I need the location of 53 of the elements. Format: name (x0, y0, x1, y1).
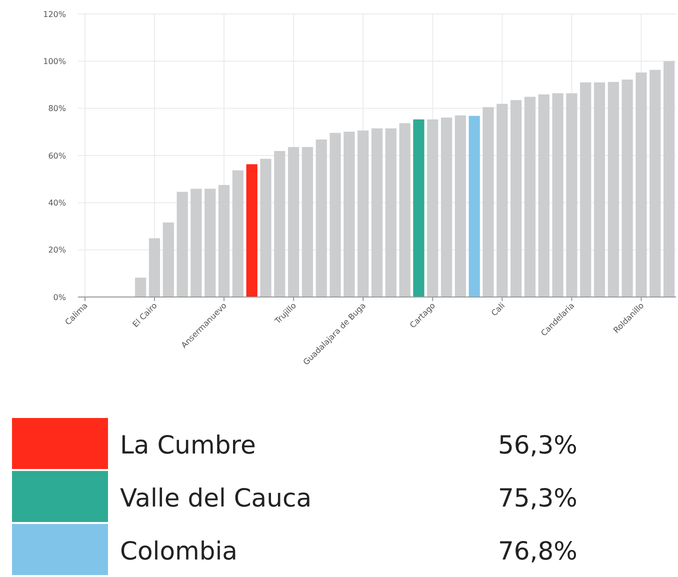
bar (552, 93, 564, 297)
bar (496, 104, 508, 297)
bar (454, 115, 466, 297)
bar (371, 128, 383, 297)
y-tick-label: 80% (48, 104, 66, 114)
y-tick-label: 0% (53, 292, 66, 302)
legend-label: Valle del Cauca (120, 483, 312, 512)
bar (663, 61, 675, 297)
y-tick-label: 120% (43, 10, 66, 19)
y-tick-label: 40% (48, 198, 66, 208)
bar (148, 238, 160, 297)
bar (218, 184, 230, 297)
bar (288, 147, 300, 297)
bar (302, 147, 314, 297)
y-tick-label: 60% (48, 151, 66, 160)
y-tick-label: 100% (43, 56, 66, 66)
bar (440, 118, 452, 297)
bar (566, 93, 578, 297)
bar (427, 119, 438, 297)
bar (330, 132, 341, 297)
bar (580, 82, 592, 297)
bar (399, 123, 410, 297)
y-tick-label: 20% (48, 246, 66, 255)
bar (608, 82, 619, 297)
bar (316, 139, 327, 297)
text: 75,3% (498, 483, 578, 512)
text: 56,3% (498, 430, 578, 460)
bar (162, 222, 174, 297)
legend-label: La Cumbre (120, 430, 256, 460)
bar (176, 192, 188, 297)
bar (358, 130, 369, 297)
bar (482, 107, 494, 297)
bar (622, 80, 633, 297)
bar (538, 94, 550, 297)
bar (468, 116, 480, 297)
bar (344, 132, 355, 297)
bar (413, 119, 424, 297)
bar (510, 100, 522, 297)
bar (190, 188, 202, 297)
bar (260, 158, 272, 297)
bar (636, 72, 647, 297)
bar (135, 278, 146, 297)
legend-label: Colombia (120, 536, 238, 566)
bar (204, 188, 216, 297)
bar (232, 170, 244, 297)
bar (524, 96, 536, 297)
bar (650, 70, 661, 297)
text: 76,8% (498, 536, 578, 566)
bar (385, 128, 396, 297)
bar (274, 151, 286, 297)
bar (246, 164, 258, 297)
x-tick-label: Cali (490, 301, 507, 318)
bar (594, 82, 606, 297)
